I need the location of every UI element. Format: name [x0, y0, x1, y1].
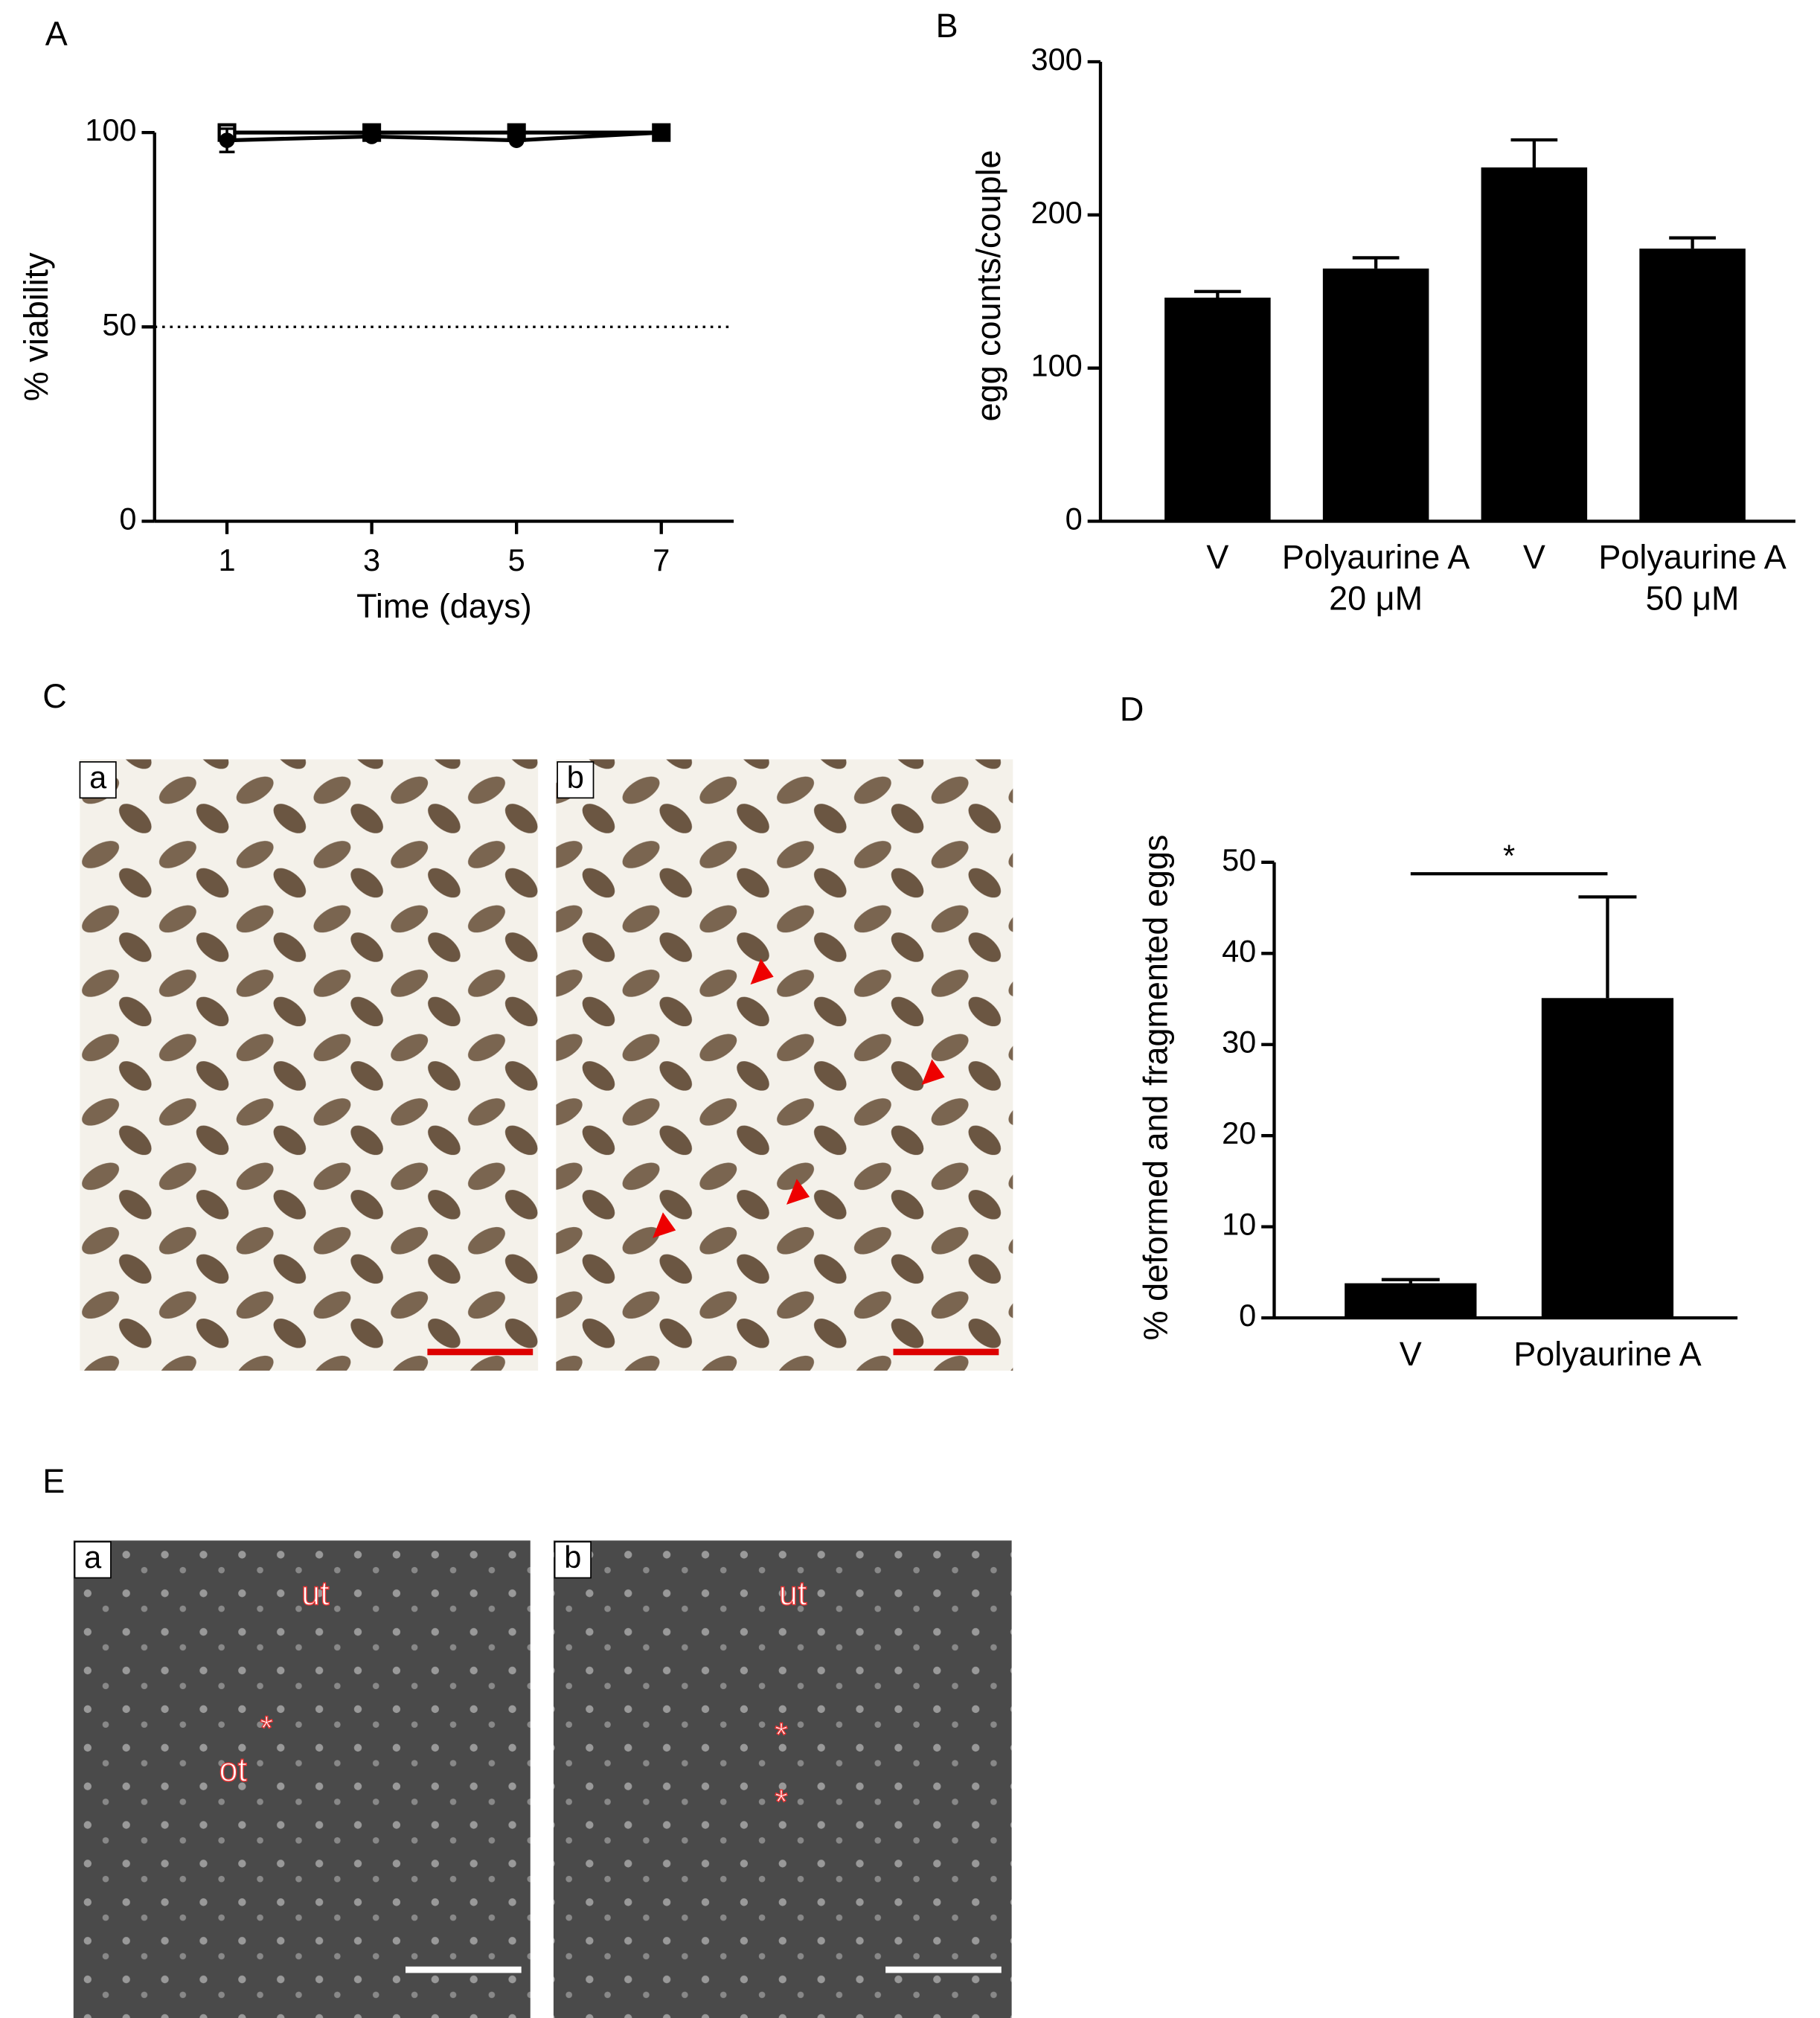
bar: [1345, 1283, 1477, 1319]
panel-label: E: [42, 1462, 65, 1500]
x-tick-sublabel: 20 μM: [1329, 580, 1423, 618]
marker: [219, 132, 235, 148]
annotation: *: [775, 1716, 788, 1754]
marker: [508, 132, 525, 148]
bar: [1164, 297, 1271, 522]
x-tick-label: Polyaurine A: [1598, 538, 1786, 576]
scale-bar: [406, 1966, 522, 1973]
annotation: *: [775, 1783, 788, 1821]
annotation: ut: [301, 1575, 330, 1612]
panel-label: D: [1120, 690, 1144, 728]
panel-label: C: [42, 677, 66, 715]
y-tick-label: 10: [1222, 1207, 1256, 1242]
bar: [1481, 167, 1588, 522]
y-tick-label: 300: [1031, 42, 1083, 77]
image-label: a: [89, 760, 107, 795]
y-axis-label: % viability: [17, 252, 55, 401]
error-bar: [1578, 895, 1637, 999]
significance-label: *: [1503, 838, 1515, 873]
x-tick-label: 1: [218, 542, 235, 577]
scale-bar: [885, 1966, 1002, 1973]
error-bar: [1669, 236, 1716, 249]
image-label-box: [557, 761, 595, 799]
micrograph: [556, 759, 1013, 1371]
y-axis-label: % deformed and fragmented eggs: [1137, 835, 1175, 1341]
x-tick-label: V: [1206, 538, 1228, 576]
error-bar: [1381, 1278, 1440, 1284]
error-bar: [1194, 289, 1241, 298]
y-tick-label: 50: [1222, 842, 1256, 877]
y-tick-label: 0: [1066, 501, 1083, 536]
image-label-box: [554, 1541, 592, 1579]
x-tick-label: 3: [363, 542, 380, 577]
panel-label: B: [936, 7, 958, 45]
x-tick-label: 5: [508, 542, 525, 577]
x-tick-label: V: [1523, 538, 1545, 576]
x-tick-sublabel: 50 μM: [1646, 580, 1740, 618]
arrowhead: [653, 958, 945, 1238]
scale-bar: [427, 1348, 533, 1356]
image-label-box: [74, 1541, 112, 1579]
y-tick-label: 0: [1239, 1298, 1256, 1333]
x-tick-label: V: [1400, 1335, 1422, 1373]
error-bar: [1352, 256, 1400, 269]
scale-bar: [893, 1348, 999, 1356]
micrograph: [553, 1540, 1012, 2018]
x-axis-label: Time (days): [356, 587, 532, 625]
error-bar: [1510, 138, 1558, 168]
y-tick-label: 20: [1222, 1115, 1256, 1150]
bar: [1541, 998, 1674, 1319]
x-tick-label: 7: [653, 542, 670, 577]
y-axis-label: egg counts/couple: [970, 150, 1007, 422]
micrograph: [80, 759, 539, 1371]
y-tick-label: 200: [1031, 195, 1083, 230]
image-label: a: [84, 1540, 102, 1575]
y-tick-label: 100: [85, 112, 136, 147]
series-line: [226, 130, 661, 143]
y-tick-label: 50: [102, 307, 136, 342]
annotation: ut: [779, 1575, 807, 1612]
image-label-box: [79, 761, 117, 799]
image-label: b: [564, 1540, 581, 1575]
y-tick-label: 0: [119, 501, 136, 536]
panel-label: A: [45, 14, 68, 52]
y-tick-label: 100: [1031, 348, 1083, 383]
image-label: b: [567, 760, 584, 795]
marker: [653, 124, 670, 141]
marker: [364, 128, 379, 144]
x-tick-label: Polyaurine A: [1282, 538, 1470, 576]
annotation: *: [260, 1709, 273, 1747]
y-tick-label: 30: [1222, 1025, 1256, 1060]
micrograph: [73, 1540, 531, 2018]
bar: [1322, 268, 1429, 522]
y-tick-label: 40: [1222, 933, 1256, 968]
x-tick-label: Polyaurine A: [1513, 1335, 1701, 1373]
annotation: ot: [219, 1751, 247, 1789]
bar: [1639, 249, 1746, 522]
